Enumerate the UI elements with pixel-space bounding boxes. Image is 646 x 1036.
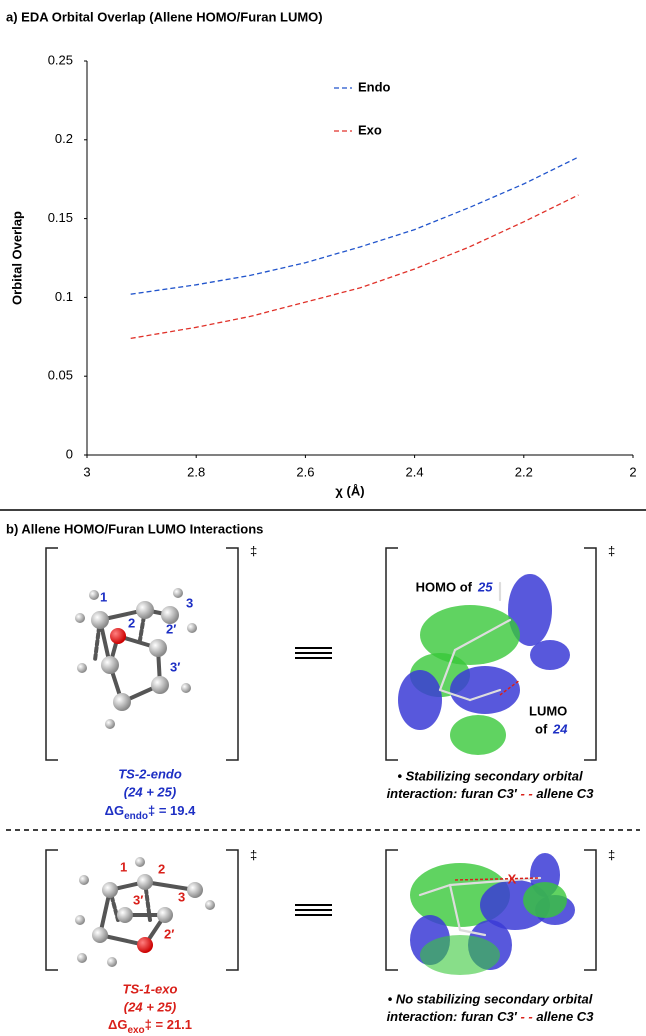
lumo-number: 24 (552, 721, 568, 736)
y-tick-label: 0.05 (48, 368, 73, 383)
y-tick-label: 0.2 (55, 131, 73, 146)
ts-pair: (24 + 25) (124, 784, 176, 799)
x-tick-label: 2.2 (515, 464, 533, 479)
atom-label: 2 (128, 615, 135, 630)
dagger: ‡ (250, 543, 257, 558)
ts-name: TS-1-exo (123, 981, 178, 996)
x-tick-label: 2 (629, 464, 636, 479)
cross-mark: X (508, 871, 517, 886)
atom-label: 3′ (170, 659, 180, 674)
note: interaction: furan C3′ - - allene C3 (387, 1009, 595, 1024)
dagger: ‡ (250, 847, 257, 862)
note-dash: - - (520, 1009, 532, 1024)
equivalence (295, 647, 332, 659)
y-tick-label: 0.1 (55, 289, 73, 304)
note: • No stabilizing secondary orbital (388, 991, 593, 1006)
note-part: interaction: furan C3′ (387, 786, 518, 801)
energy-sub: endo (124, 811, 148, 822)
atom-label: 1 (120, 859, 127, 874)
x-tick-label: 3 (83, 464, 90, 479)
series-line (130, 194, 579, 340)
atom-label: 2 (158, 861, 165, 876)
equivalence (295, 904, 332, 916)
atom-label: 2′ (164, 926, 174, 941)
atom-label: 1 (100, 589, 107, 604)
homo-number: 25 (477, 579, 493, 594)
endo-orbitals: ‡ HOMO of 25 LUMO of 24 (385, 543, 615, 761)
note-part: allene C3 (536, 786, 594, 801)
energy: ΔGendo‡ = 19.4 (105, 803, 196, 821)
energy-rest: ‡ = 19.4 (148, 803, 196, 818)
series-line (130, 156, 579, 295)
note-dash: - - (520, 786, 532, 801)
lumo-label: LUMO (529, 703, 567, 718)
dagger: ‡ (608, 543, 615, 558)
energy: ΔGexo‡ = 21.1 (108, 1017, 192, 1035)
note: interaction: furan C3′ - - allene C3 (387, 786, 595, 801)
exo-orbitals: ‡ X (385, 847, 615, 975)
ts-pair: (24 + 25) (124, 999, 176, 1014)
x-tick-label: 2.6 (296, 464, 314, 479)
ts-name: TS-2-endo (118, 766, 182, 781)
note-part: allene C3 (536, 1009, 594, 1024)
panel-title: b) Allene HOMO/Furan LUMO Interactions (6, 521, 263, 536)
energy-rest: ‡ = 21.1 (145, 1017, 192, 1032)
endo-structure: ‡ 1 2 3 2′ 3′ (45, 543, 257, 761)
dagger: ‡ (608, 847, 615, 862)
note-part: interaction: furan C3′ (387, 1009, 518, 1024)
y-axis-label: Orbital Overlap (9, 211, 24, 305)
x-axis-label: χ (Å) (335, 483, 364, 498)
plot: 0 0.05 0.1 0.15 0.2 0.25 3 2.8 2.6 2.4 2.2 2 Endo Exo (48, 52, 637, 479)
atom-label: 3 (178, 889, 185, 904)
chart-title: a) EDA Orbital Overlap (Allene HOMO/Fura… (6, 9, 323, 24)
y-tick-label: 0.15 (48, 210, 73, 225)
note: • Stabilizing secondary orbital (397, 768, 583, 783)
lumo-of: of (535, 721, 548, 736)
x-tick-label: 2.8 (187, 464, 205, 479)
legend-label: Exo (358, 122, 382, 137)
y-tick-label: 0.25 (48, 52, 73, 67)
exo-structure: ‡ 1 2 3 3′ 2′ (45, 847, 257, 971)
legend-label: Endo (358, 79, 391, 94)
atom-label: 3 (186, 595, 193, 610)
energy-symbol: ΔG (105, 803, 124, 818)
atom-label: 2′ (166, 621, 176, 636)
atom-label: 3′ (133, 892, 143, 907)
energy-symbol: ΔG (108, 1017, 127, 1032)
homo-label: HOMO of (416, 579, 473, 594)
energy-sub: exo (127, 1025, 144, 1036)
x-tick-label: 2.4 (406, 464, 424, 479)
y-tick-label: 0 (66, 446, 73, 461)
